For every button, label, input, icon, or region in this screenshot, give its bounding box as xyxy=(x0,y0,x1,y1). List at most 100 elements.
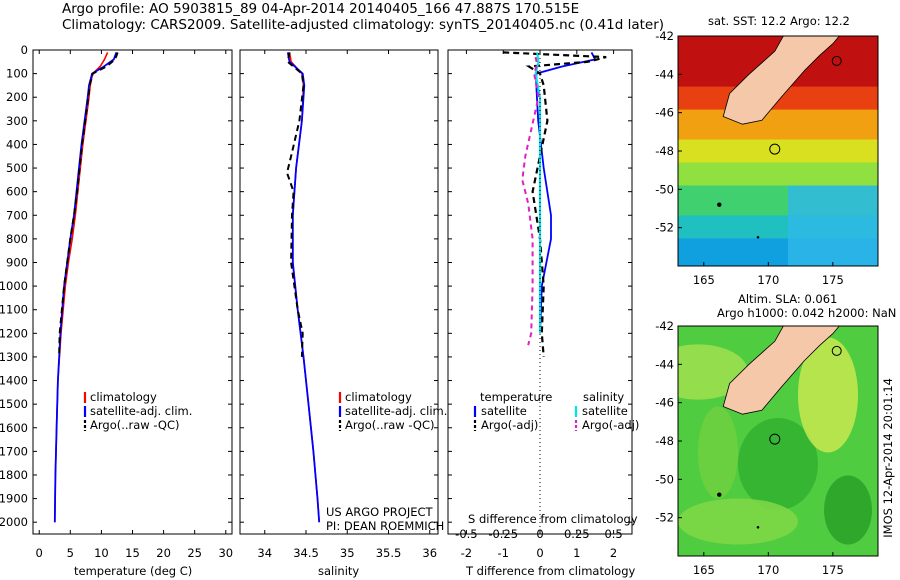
sla-map-title-2: Argo h1000: 0.042 h2000: NaN xyxy=(717,306,897,320)
s-tick-label: 0.25 xyxy=(564,527,590,541)
sla-blob xyxy=(678,498,798,545)
map-y-tick-label: -52 xyxy=(655,511,674,525)
sst-cold-patch xyxy=(788,185,878,266)
new-zealand-land xyxy=(722,36,878,125)
depth-tick-label: 1500 xyxy=(0,397,28,411)
depth-tick-label: 700 xyxy=(6,208,28,222)
s-tick-label: -0.5 xyxy=(455,527,477,541)
island-marker xyxy=(756,235,760,239)
x-tick-label: 35 xyxy=(340,546,355,560)
map-y-tick-label: -44 xyxy=(655,357,674,371)
new-zealand-land xyxy=(722,326,878,415)
temp-legend-satellite: satellite-adj. clim. xyxy=(90,404,193,418)
depth-tick-label: 900 xyxy=(6,255,28,269)
s-diff-label: S difference from climatology xyxy=(468,512,638,526)
series-line-satellite xyxy=(286,52,321,523)
depth-tick-label: 800 xyxy=(6,232,28,246)
argo-location-marker xyxy=(769,433,781,445)
sla-blob xyxy=(698,406,738,499)
temperature-xlabel: temperature (deg C) xyxy=(74,564,193,578)
depth-tick-label: 100 xyxy=(6,67,28,81)
temp-legend-argo: Argo(..raw -QC) xyxy=(90,418,180,432)
depth-tick-label: 1600 xyxy=(0,421,28,435)
x-tick-label: 34 xyxy=(257,546,272,560)
series-line-t-argo xyxy=(503,51,607,357)
x-tick-label: -2 xyxy=(461,546,472,560)
sal-legend-satellite: satellite-adj. clim. xyxy=(345,404,448,418)
depth-tick-label: 400 xyxy=(6,137,28,151)
island-marker xyxy=(756,525,760,529)
sla-field xyxy=(678,326,878,556)
depth-tick-label: 1200 xyxy=(0,326,28,340)
x-tick-label: 0 xyxy=(536,546,543,560)
salinity-xlabel: salinity xyxy=(318,564,360,578)
s-tick-label: -0.25 xyxy=(488,527,518,541)
x-tick-label: 5 xyxy=(67,546,74,560)
series-line-argo xyxy=(285,52,305,357)
depth-tick-label: 1400 xyxy=(0,374,28,388)
x-tick-label: 15 xyxy=(125,546,140,560)
profile-title: Argo profile: AO 5903815_89 04-Apr-2014 … xyxy=(62,1,580,17)
depth-tick-label: 1100 xyxy=(0,303,28,317)
diff-legend-t-argo: Argo(-adj) xyxy=(481,418,539,432)
x-tick-label: 0 xyxy=(36,546,43,560)
depth-tick-label: 0 xyxy=(21,43,28,57)
sst-band xyxy=(678,162,878,187)
sst-band xyxy=(678,139,878,164)
diff-legend-t-satellite: satellite xyxy=(481,404,527,418)
depth-tick-label: 2000 xyxy=(0,515,28,529)
map-x-tick-label: 175 xyxy=(822,273,844,287)
depth-tick-label: 200 xyxy=(6,90,28,104)
series-line-t-satellite xyxy=(535,51,597,334)
map-x-tick-label: 165 xyxy=(693,273,715,287)
x-tick-label: 35.5 xyxy=(376,546,402,560)
sla-map-title-1: Altim. SLA: 0.061 xyxy=(738,292,838,306)
map-y-tick-label: -52 xyxy=(655,221,674,235)
series-line-s-argo xyxy=(521,56,540,346)
argo-location-marker xyxy=(769,143,781,155)
temp-legend-climatology: climatology xyxy=(90,390,157,404)
panel-frame xyxy=(239,49,439,535)
secondary-marker xyxy=(831,345,842,356)
series-line-climatology xyxy=(54,52,109,523)
map-x-tick-label: 165 xyxy=(693,563,715,577)
map-y-tick-label: -42 xyxy=(655,29,674,43)
sal-legend-climatology: climatology xyxy=(345,390,412,404)
map-y-tick-label: -50 xyxy=(655,472,674,486)
map-y-tick-label: -50 xyxy=(655,182,674,196)
map-y-tick-label: -46 xyxy=(655,106,674,120)
imos-timestamp: IMOS 12-Apr-2014 20:01:14 xyxy=(881,378,895,538)
sst-map-title: sat. SST: 12.2 Argo: 12.2 xyxy=(708,14,850,28)
island-marker xyxy=(717,202,722,207)
map-y-tick-label: -44 xyxy=(655,67,674,81)
secondary-marker xyxy=(831,55,842,66)
x-tick-label: 2 xyxy=(610,546,617,560)
depth-tick-label: 500 xyxy=(6,161,28,175)
x-tick-label: 36 xyxy=(422,546,437,560)
diff-legend-s-argo: Argo(-adj) xyxy=(582,418,640,432)
map-x-tick-label: 175 xyxy=(822,563,844,577)
diff-legend-s-satellite: satellite xyxy=(582,404,628,418)
map-y-tick-label: -42 xyxy=(655,319,674,333)
sla-blob xyxy=(798,337,858,453)
map-x-tick-label: 170 xyxy=(757,273,779,287)
diff-legend-salinity: salinity xyxy=(583,390,625,404)
depth-tick-label: 1700 xyxy=(0,444,28,458)
map-x-tick-label: 170 xyxy=(757,563,779,577)
climatology-title: Climatology: CARS2009. Satellite-adjuste… xyxy=(62,17,665,33)
map-y-tick-label: -46 xyxy=(655,396,674,410)
sst-field xyxy=(678,36,878,266)
diff-legend-temperature: temperature xyxy=(480,390,553,404)
depth-tick-label: 1800 xyxy=(0,468,28,482)
x-tick-label: 34.5 xyxy=(293,546,319,560)
depth-tick-label: 300 xyxy=(6,114,28,128)
x-tick-label: 10 xyxy=(94,546,109,560)
credit-project: US ARGO PROJECT xyxy=(326,505,433,519)
map-y-tick-label: -48 xyxy=(655,434,674,448)
sla-blob xyxy=(824,475,872,545)
depth-tick-label: 1900 xyxy=(0,492,28,506)
x-tick-label: 1 xyxy=(573,546,580,560)
depth-tick-label: 1000 xyxy=(0,279,28,293)
x-tick-label: 25 xyxy=(187,546,202,560)
